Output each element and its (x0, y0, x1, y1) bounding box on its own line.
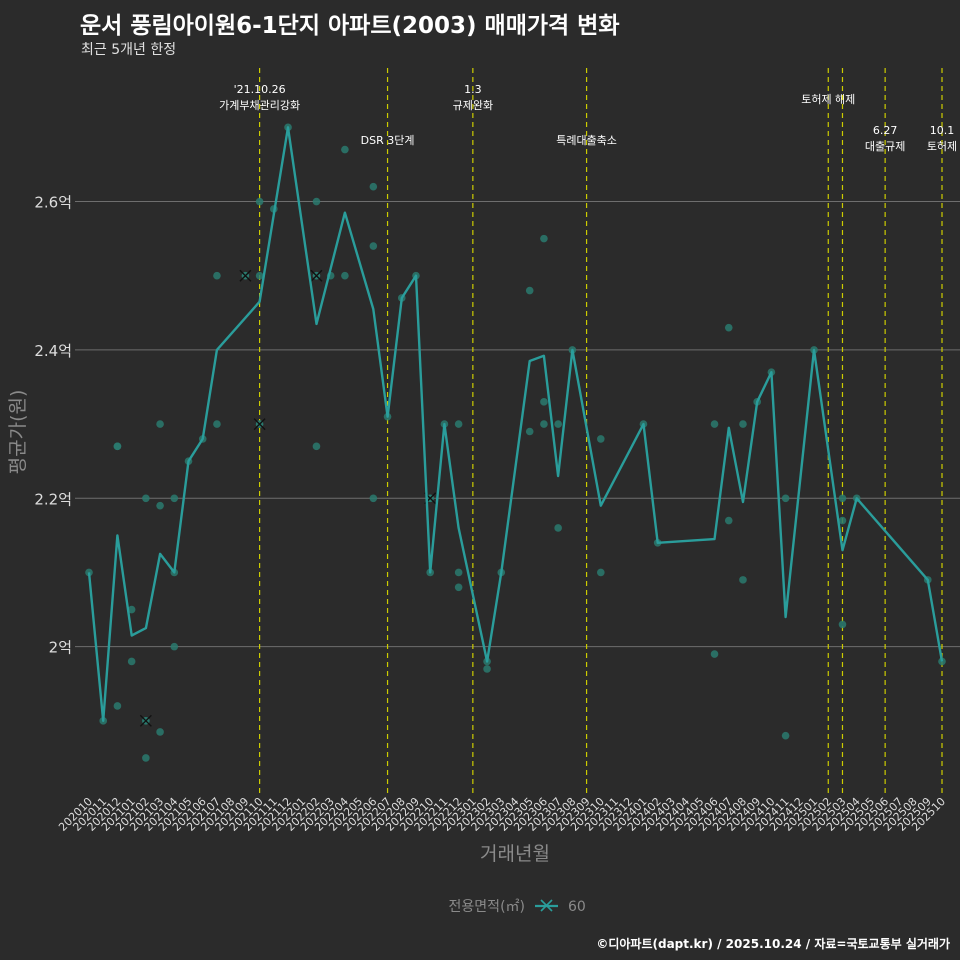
data-point (170, 642, 179, 651)
data-point (540, 398, 548, 406)
x-axis-title: 거래년월 (480, 843, 550, 865)
data-point (127, 605, 136, 614)
data-point (142, 494, 150, 503)
data-point (142, 754, 150, 762)
event-annotation: 특례대출축소 (556, 134, 617, 147)
event-annotation: 10.1 (930, 124, 955, 137)
data-point (597, 435, 605, 443)
data-point (156, 420, 164, 428)
data-point (156, 728, 164, 736)
cancelled-mark (139, 714, 152, 727)
data-point (369, 242, 378, 250)
data-point (341, 145, 349, 154)
event-annotation: '21.10.26 (234, 83, 286, 96)
y-tick-label: 2.2억 (34, 490, 72, 508)
event-annotation: 6.27 (873, 124, 898, 137)
legend-label: 60 (568, 899, 586, 915)
y-tick-label: 2.4억 (34, 342, 72, 360)
chart-subtitle: 최근 5개년 한정 (81, 42, 177, 58)
data-point (312, 197, 321, 206)
data-point (781, 731, 790, 740)
data-point (255, 271, 264, 280)
event-annotation: DSR 3단계 (361, 134, 415, 147)
event-annotation: 규제완화 (453, 99, 493, 112)
data-point (838, 494, 847, 503)
data-point (710, 420, 719, 428)
cancelled-mark (239, 269, 252, 282)
data-point (554, 420, 562, 428)
data-point (454, 420, 463, 428)
data-point (710, 650, 719, 658)
data-point (525, 286, 534, 295)
legend-marker (540, 899, 553, 912)
data-point (369, 494, 378, 503)
data-point (454, 583, 463, 592)
data-point (454, 568, 463, 577)
data-point (213, 420, 221, 428)
data-point (724, 323, 733, 332)
data-point (341, 271, 349, 280)
data-point (369, 182, 378, 191)
data-point (255, 197, 264, 206)
cancelled-mark (253, 418, 266, 431)
data-point (540, 420, 548, 428)
data-point (597, 568, 605, 577)
data-point (483, 665, 491, 673)
data-point (113, 442, 122, 451)
data-point (781, 494, 790, 503)
cancelled-mark (310, 269, 323, 282)
data-point (213, 271, 221, 280)
event-annotation: 토허제 (927, 140, 957, 153)
series-line-60 (87, 126, 944, 722)
data-point (127, 657, 136, 666)
data-point (540, 234, 548, 243)
event-annotation: 1.3 (464, 83, 482, 96)
data-point (113, 702, 122, 710)
data-point (525, 427, 534, 436)
data-point (554, 524, 562, 532)
y-tick-label: 2억 (49, 639, 72, 657)
event-annotation: 대출규제 (865, 140, 905, 153)
data-point (838, 620, 847, 629)
data-point (312, 442, 321, 451)
y-tick-label: 2.6억 (34, 194, 72, 212)
data-point (739, 576, 747, 584)
event-annotation: 가계부채관리강화 (219, 99, 300, 112)
y-axis-title: 평균가(원) (7, 390, 29, 475)
data-point (838, 516, 847, 525)
data-point (156, 501, 164, 510)
legend-title: 전용면적(㎡) (449, 899, 525, 915)
chart-title: 운서 풍림아이원6-1단지 아파트(2003) 매매가격 변화 (80, 13, 620, 39)
event-annotation: 토허제 해제 (801, 92, 855, 106)
data-point (739, 420, 747, 428)
data-point (724, 516, 733, 525)
source-caption: ©디아파트(dapt.kr) / 2025.10.24 / 자료=국토교통부 실… (596, 937, 950, 951)
data-point (170, 494, 179, 503)
